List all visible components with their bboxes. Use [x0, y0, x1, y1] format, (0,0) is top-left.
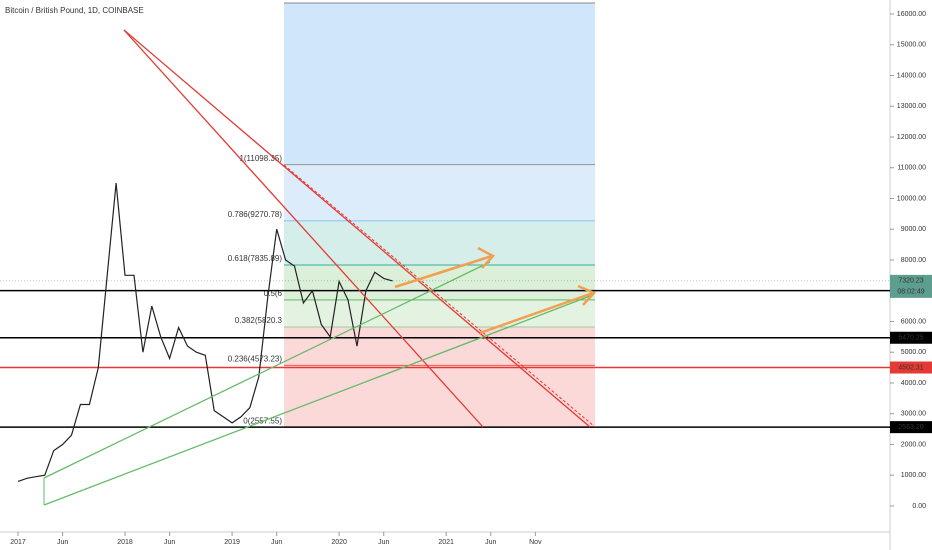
y-tick-label: 8000.00: [901, 257, 926, 264]
arrow-head: [577, 284, 597, 306]
y-tick-label: 9000.00: [901, 226, 926, 233]
trend-line: [283, 164, 596, 428]
y-tick-label: 4000.00: [901, 380, 926, 387]
x-tick-label: Jun: [485, 539, 496, 546]
last-price-tag: [890, 274, 932, 298]
fib-band: [284, 220, 595, 266]
x-tick-label: 2020: [331, 539, 347, 546]
price-tag-label: 5470.25: [898, 335, 923, 342]
last-price-label: 7320.23: [898, 278, 923, 285]
y-tick-label: 5000.00: [901, 349, 926, 356]
price-line-series: [17, 183, 393, 482]
fib-band: [284, 3, 595, 165]
fib-band: [284, 299, 595, 327]
y-tick-label: 15000.00: [897, 42, 926, 49]
fib-label: 0.618(7835.89): [228, 254, 283, 263]
x-tick-label: 2019: [224, 539, 240, 546]
fib-band: [284, 164, 595, 221]
x-tick-label: Jun: [271, 539, 282, 546]
y-tick-label: 11000.00: [897, 165, 926, 172]
y-tick-label: 0.00: [912, 503, 926, 510]
y-tick-label: 10000.00: [897, 195, 926, 202]
chart-title: Bitcoin / British Pound, 1D, COINBASE: [5, 6, 144, 15]
x-tick-label: Jun: [378, 539, 389, 546]
trend-line: [123, 29, 591, 428]
arrow-head: [477, 246, 496, 269]
price-tag: [890, 331, 932, 344]
price-tag: [890, 421, 932, 434]
x-tick-label: Jun: [57, 539, 68, 546]
y-tick-label: 2000.00: [901, 441, 926, 448]
x-tick-label: Jun: [164, 539, 175, 546]
price-tag-label: 4502.31: [898, 364, 923, 371]
y-tick-label: 3000.00: [901, 411, 926, 418]
fib-label: 0.5(6: [264, 289, 283, 298]
x-tick-label: 2021: [438, 539, 454, 546]
price-tag: [890, 361, 932, 374]
x-tick-label: Nov: [529, 539, 542, 546]
fib-band: [284, 265, 595, 300]
fib-label: 0.786(9270.78): [228, 210, 283, 219]
projection-arrow: [479, 291, 594, 335]
projection-arrow: [394, 254, 493, 289]
x-tick-label: 2017: [10, 539, 26, 546]
y-tick-label: 1000.00: [901, 472, 926, 479]
fib-label: 0.236(4573.23): [228, 354, 283, 363]
x-tick-label: 2018: [117, 539, 133, 546]
fib-label: 1(11098.35): [239, 154, 282, 163]
fib-band: [284, 365, 595, 428]
y-tick-label: 13000.00: [897, 103, 926, 110]
y-tick-label: 6000.00: [901, 318, 926, 325]
trend-line: [43, 295, 591, 506]
y-tick-label: 16000.00: [897, 11, 926, 18]
trend-line: [43, 261, 491, 479]
fib-bands: 1(11098.35) 0.786(9270.78) 0.618(7835.89) 0…: [228, 2, 595, 428]
price-tag-label: 2563.20: [898, 424, 923, 431]
countdown-label: 08:02:49: [897, 289, 924, 296]
trend-lines: [43, 29, 597, 506]
fib-label: 0.382(5820.3: [235, 316, 283, 325]
y-tick-label: 12000.00: [897, 134, 926, 141]
trend-line: [123, 29, 484, 428]
y-tick-label: 14000.00: [897, 72, 926, 79]
price-tags: 7003.255470.254502.312563.207320.2308:02…: [890, 274, 932, 434]
fib-band: [284, 326, 595, 366]
